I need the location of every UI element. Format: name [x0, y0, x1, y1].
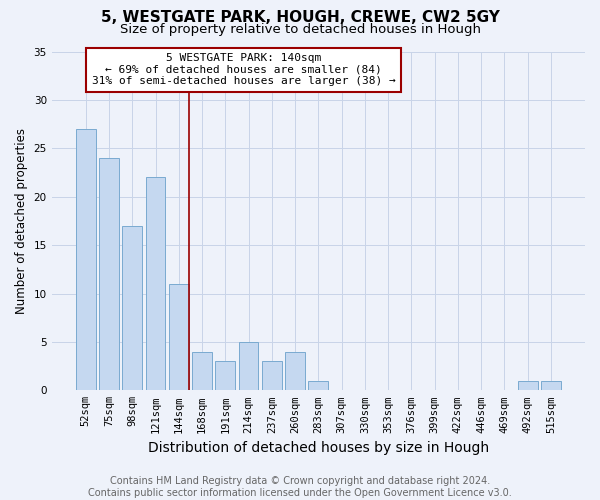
Bar [192, 352, 212, 391]
Bar [239, 342, 259, 390]
Bar [146, 178, 166, 390]
Text: Contains HM Land Registry data © Crown copyright and database right 2024.
Contai: Contains HM Land Registry data © Crown c… [88, 476, 512, 498]
Bar [215, 362, 235, 390]
Text: Size of property relative to detached houses in Hough: Size of property relative to detached ho… [119, 22, 481, 36]
Bar [169, 284, 188, 391]
Bar [308, 380, 328, 390]
Bar [262, 362, 282, 390]
Text: 5 WESTGATE PARK: 140sqm
← 69% of detached houses are smaller (84)
31% of semi-de: 5 WESTGATE PARK: 140sqm ← 69% of detache… [92, 53, 395, 86]
Bar [122, 226, 142, 390]
X-axis label: Distribution of detached houses by size in Hough: Distribution of detached houses by size … [148, 441, 489, 455]
Y-axis label: Number of detached properties: Number of detached properties [15, 128, 28, 314]
Bar [99, 158, 119, 390]
Bar [76, 129, 95, 390]
Bar [541, 380, 561, 390]
Bar [518, 380, 538, 390]
Bar [285, 352, 305, 391]
Text: 5, WESTGATE PARK, HOUGH, CREWE, CW2 5GY: 5, WESTGATE PARK, HOUGH, CREWE, CW2 5GY [101, 10, 499, 25]
